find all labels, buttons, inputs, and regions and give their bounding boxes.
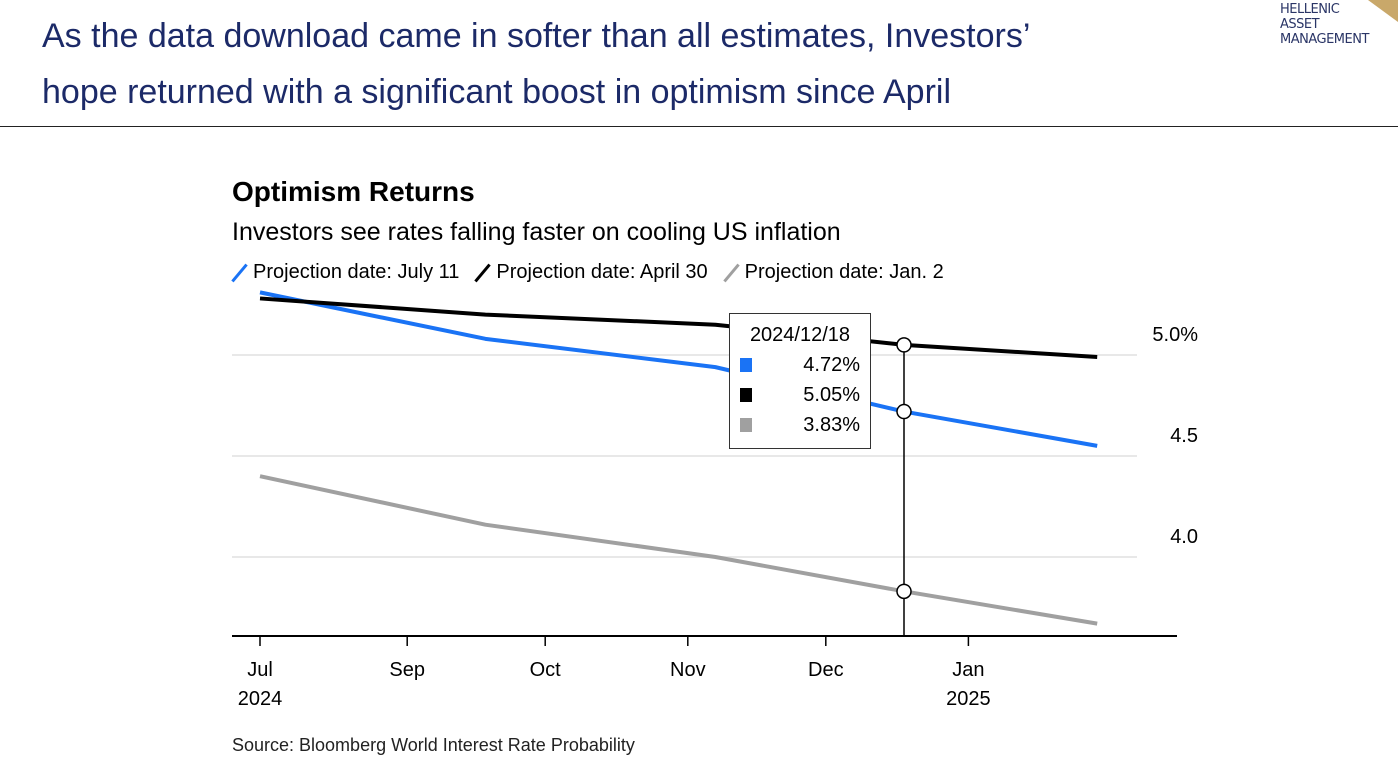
y-tick-label: 4.0 (1170, 526, 1198, 548)
chart-tooltip: 2024/12/18 4.72% 5.05% 3.83% (729, 313, 871, 449)
tooltip-swatch (740, 418, 752, 432)
slide-headline: As the data download came in softer than… (42, 8, 1030, 120)
headline-line-2: hope returned with a significant boost i… (42, 73, 952, 111)
legend-item: Projection date: July 11 (231, 261, 460, 284)
legend-item: Projection date: April 30 (474, 261, 708, 284)
y-tick-label: 5.0% (1152, 324, 1198, 346)
series-line-2 (259, 474, 1098, 626)
x-tick-label: Jul (247, 659, 273, 681)
tooltip-row: 3.83% (740, 410, 860, 440)
series-line-0 (259, 290, 1098, 448)
company-logo: HELLENIC ASSET MANAGEMENT (1280, 2, 1369, 47)
logo-line: MANAGEMENT (1280, 32, 1369, 47)
header-divider (0, 126, 1398, 127)
chart-source: Source: Bloomberg World Interest Rate Pr… (232, 735, 635, 755)
chart-subtitle: Investors see rates falling faster on co… (232, 218, 841, 246)
legend-label: Projection date: Jan. 2 (744, 261, 944, 283)
legend-label: Projection date: April 30 (496, 261, 708, 283)
tooltip-value: 5.05% (803, 383, 860, 406)
tooltip-value: 3.83% (803, 413, 860, 436)
legend-item: Projection date: Jan. 2 (722, 261, 944, 284)
y-tick-label: 4.5 (1170, 425, 1198, 447)
hover-point (896, 337, 912, 353)
legend-label: Projection date: July 11 (253, 261, 460, 283)
x-tick-label: Nov (670, 659, 706, 681)
chart-title: Optimism Returns (232, 176, 475, 207)
x-tick-label: Sep (389, 659, 425, 681)
series-line-1 (259, 296, 1098, 360)
hover-point (896, 583, 912, 600)
logo-corner-decoration (1368, 0, 1398, 22)
logo-line: ASSET (1280, 17, 1320, 32)
tooltip-swatch (740, 388, 752, 402)
x-tick-year: 2024 (238, 688, 283, 710)
x-tick-label: Dec (808, 659, 844, 681)
tooltip-row: 5.05% (740, 380, 860, 410)
hover-point (896, 403, 912, 420)
tooltip-value: 4.72% (803, 353, 860, 376)
logo-line: HELLENIC (1280, 2, 1340, 17)
x-tick-year: 2025 (946, 688, 991, 710)
chart-legend: Projection date: July 11 Projection date… (231, 261, 944, 284)
tooltip-date: 2024/12/18 (749, 323, 851, 346)
tooltip-row: 4.72% (740, 350, 860, 380)
tooltip-swatch (740, 358, 752, 372)
x-tick-label: Jan (952, 659, 984, 681)
headline-line-1: As the data download came in softer than… (42, 17, 1031, 55)
x-tick-label: Oct (530, 659, 562, 681)
